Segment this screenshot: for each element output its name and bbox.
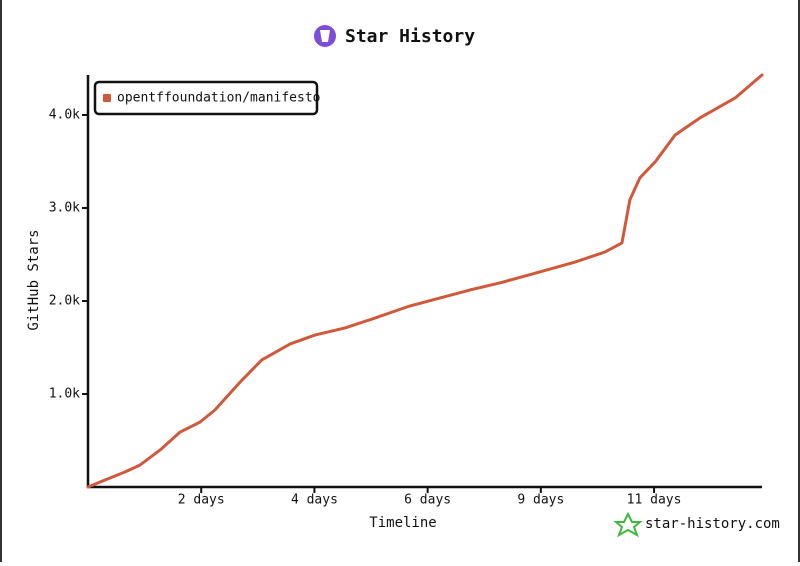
y-tick-label: 3.0k <box>49 200 80 215</box>
legend-box <box>93 80 319 116</box>
x-tick-label: 4 days <box>291 493 338 508</box>
legend-swatch <box>103 94 111 102</box>
y-axis-label: GitHub Stars <box>26 229 42 330</box>
series-line <box>86 73 764 489</box>
watermark-logo <box>613 511 643 538</box>
x-tick-label: 9 days <box>517 493 564 508</box>
x-tick-label: 6 days <box>404 493 451 508</box>
y-tick-label: 4.0k <box>49 107 80 122</box>
x-tick-label: 2 days <box>178 493 225 508</box>
y-tick-label: 1.0k <box>49 386 80 401</box>
watermark: star-history.com <box>645 516 780 532</box>
legend: opentffoundation/manifesto <box>93 80 321 116</box>
x-tick-label: 11 days <box>627 493 682 508</box>
legend-label: opentffoundation/manifesto <box>117 91 321 106</box>
chart-title: Star History <box>345 26 475 47</box>
title-logo <box>314 25 336 47</box>
y-tick-label: 2.0k <box>49 293 80 308</box>
x-axis-label: Timeline <box>369 515 436 531</box>
